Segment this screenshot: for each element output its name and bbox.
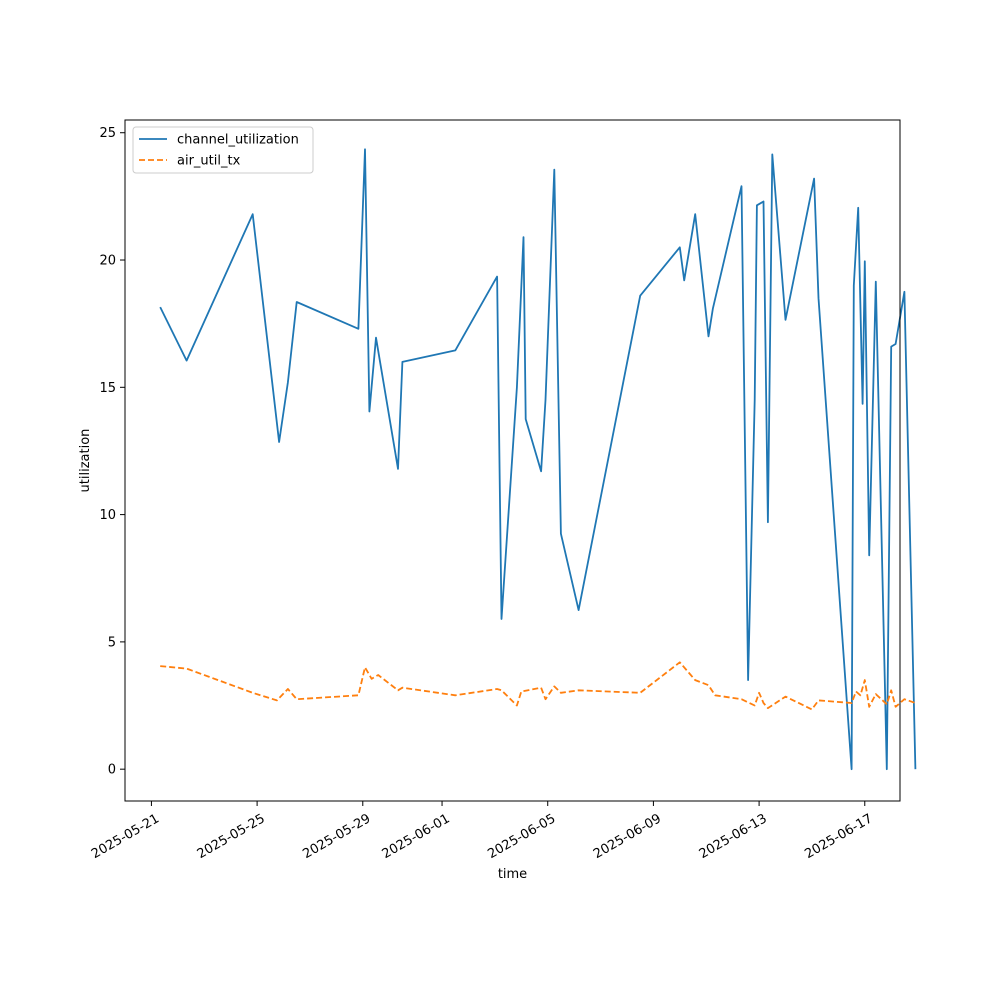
series-line-air-util-tx [160,661,916,711]
legend-label-channel-utilization: channel_utilization [177,133,299,148]
y-tick-label: 0 [108,763,116,778]
plot-frame [124,119,901,802]
x-tick-label: 2025-06-17 [802,811,875,862]
x-axis: 2025-05-21 2025-05-25 2025-05-29 2025-06-01… [89,801,875,862]
series-line-channel-utilization [159,148,917,771]
x-tick-label: 2025-05-25 [195,811,268,862]
legend-box [132,126,314,174]
y-tick-label: 10 [99,508,116,523]
y-tick-label: 15 [99,381,116,396]
y-axis: 0 5 10 15 20 25 [99,126,125,778]
series-lines [159,148,917,771]
y-axis-label: utilization [78,429,93,493]
y-tick-label: 25 [99,126,116,141]
legend: channel_utilization air_util_tx [132,126,314,174]
x-axis-label: time [498,867,527,882]
y-tick-label: 20 [99,254,116,269]
x-tick-label: 2025-06-09 [591,811,664,862]
x-tick-label: 2025-06-13 [697,811,770,862]
x-tick-label: 2025-06-01 [380,811,453,862]
y-tick-label: 5 [108,635,116,650]
x-tick-label: 2025-05-29 [300,811,373,862]
legend-label-air-util-tx: air_util_tx [177,154,241,169]
x-tick-label: 2025-06-05 [485,811,558,862]
x-tick-label: 2025-05-21 [89,811,162,862]
